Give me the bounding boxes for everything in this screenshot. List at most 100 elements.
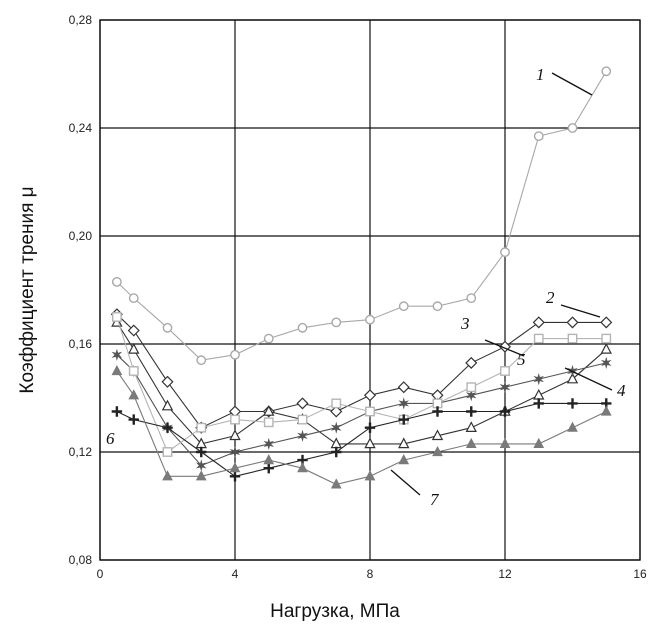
series-7 — [111, 364, 612, 489]
series-7-point — [398, 454, 410, 465]
grid — [99, 19, 641, 561]
series-6-point — [128, 414, 139, 425]
series-1-point — [466, 293, 477, 303]
series-7-point — [128, 389, 140, 400]
series-7-point — [465, 437, 477, 449]
series-5-point — [601, 333, 612, 344]
curve-number-3: 3 — [460, 314, 470, 333]
series-5-point — [128, 366, 139, 376]
series-6-point — [533, 398, 544, 409]
series-1-point — [196, 355, 207, 366]
x-tick-label: 16 — [633, 567, 647, 581]
series-3-point — [263, 405, 275, 416]
x-tick-label: 12 — [498, 567, 512, 581]
curve-number-1: 1 — [536, 65, 545, 84]
series-7-point — [263, 454, 275, 465]
series-1-point — [432, 301, 443, 312]
curve-number-6: 6 — [106, 429, 115, 448]
curve-number-2: 2 — [546, 288, 555, 307]
curve-label-6: 6 — [106, 429, 115, 448]
series-3-point — [161, 399, 174, 411]
y-tick-label: 0,24 — [69, 121, 93, 135]
series-2-point — [161, 375, 174, 388]
series-2-point — [532, 316, 545, 329]
series-1-point — [533, 131, 544, 142]
series-4-point — [499, 381, 511, 394]
series-2-point — [397, 381, 410, 394]
series-1-point — [263, 333, 274, 344]
series-4-point — [533, 372, 545, 386]
series-2-point — [363, 389, 377, 402]
series-1 — [111, 66, 612, 366]
series-3-point — [465, 421, 477, 432]
curve-label-4: 4 — [564, 367, 626, 400]
plot-frame — [99, 19, 641, 561]
curve-label-3: 3 — [460, 314, 525, 357]
series-line-7 — [116, 370, 607, 485]
series-5-point — [331, 398, 342, 409]
series-4-point — [263, 437, 275, 451]
series-5-point — [111, 312, 122, 322]
series-3-point — [398, 437, 410, 449]
series-7-point — [162, 470, 173, 481]
series-1-point — [500, 247, 510, 258]
series-2-point — [127, 324, 140, 337]
series-4-point — [398, 397, 410, 410]
leader-line-1 — [551, 72, 593, 96]
series-7-point — [533, 437, 545, 449]
series-1-point — [567, 123, 578, 133]
series-2-point — [296, 397, 309, 410]
y-tick-label: 0,12 — [69, 445, 93, 459]
series-6-point — [364, 422, 376, 433]
series-7-point — [567, 421, 578, 432]
series-5-point — [297, 414, 308, 425]
leader-line-3 — [484, 339, 525, 357]
curve-label-5: 5 — [517, 350, 526, 369]
series-6 — [111, 398, 612, 482]
series-5-point — [365, 406, 375, 417]
series-7-point — [111, 364, 123, 376]
series-7-point — [229, 462, 241, 473]
series-5-point — [230, 414, 240, 425]
series-7-point — [195, 470, 207, 481]
curve-label-7: 7 — [390, 469, 440, 509]
series-6-point — [331, 446, 342, 458]
series-layer — [110, 66, 613, 489]
series-5-point — [196, 422, 207, 433]
series-6-point — [196, 446, 207, 458]
series-2-point — [465, 356, 478, 369]
series-3-point — [600, 342, 612, 354]
series-7-point — [432, 445, 443, 457]
x-axis-title: Нагрузка, МПа — [270, 601, 400, 622]
series-1-point — [230, 349, 240, 360]
series-6-point — [466, 406, 477, 417]
leader-line-2 — [560, 304, 601, 318]
leader-line-7 — [390, 469, 421, 496]
curve-annotations: 1 2 3 4 5 6 7 — [106, 65, 626, 509]
series-line-3 — [116, 322, 607, 445]
series-2-point — [330, 405, 343, 418]
series-4-point — [111, 348, 123, 361]
series-1-point — [111, 276, 122, 287]
series-4-point — [465, 389, 477, 402]
series-6-point — [229, 471, 241, 482]
series-1-point — [365, 314, 375, 325]
y-tick-label: 0,08 — [69, 553, 93, 567]
series-3-point — [128, 342, 140, 354]
series-5-point — [162, 447, 173, 457]
series-1-point — [162, 322, 173, 333]
series-6-point — [499, 406, 511, 417]
series-5-point — [533, 333, 544, 344]
series-4-point — [600, 356, 612, 370]
series-6-point — [263, 463, 274, 474]
series-2-point — [600, 316, 613, 329]
curve-label-2: 2 — [546, 288, 601, 318]
series-3-point — [431, 429, 444, 441]
series-7-point — [499, 437, 511, 449]
series-1-point — [601, 66, 612, 77]
series-1-point — [398, 301, 409, 312]
series-7-point — [297, 462, 308, 473]
series-6-point — [111, 406, 123, 417]
